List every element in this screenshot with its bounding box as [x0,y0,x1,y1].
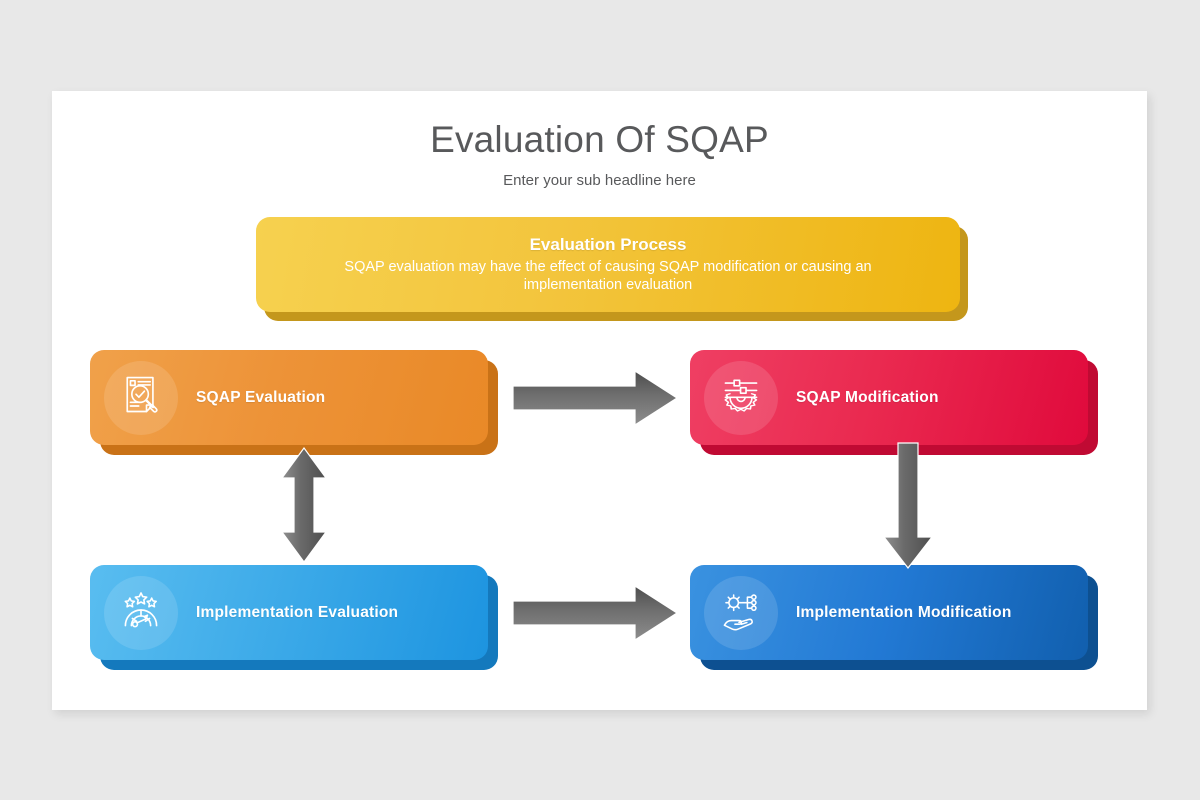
card-surface: SQAP Evaluation [90,350,488,445]
arrow-sqap-eval-impl-eval-bidirectional [274,446,334,569]
gauge-stars-icon [119,588,163,637]
card-label: Implementation Modification [796,603,1012,621]
evaluation-process-banner[interactable]: Evaluation Process SQAP evaluation may h… [256,217,968,321]
icon-circle [704,575,778,650]
card-implementation-modification[interactable]: Implementation Modification [690,565,1098,670]
sliders-gear-icon [719,373,763,422]
card-label: SQAP Modification [796,388,939,406]
banner-description: SQAP evaluation may have the effect of c… [344,259,872,293]
hand-gear-network-icon [719,588,763,637]
page-title: Evaluation Of SQAP [430,119,769,160]
card-label: SQAP Evaluation [196,388,326,406]
arrow-sqap-mod-to-impl-mod [878,441,938,576]
page-subtitle: Enter your sub headline here [503,172,696,189]
card-sqap-evaluation[interactable]: SQAP Evaluation [90,350,498,455]
icon-circle [104,360,178,435]
banner-body-box: Evaluation Process SQAP evaluation may h… [256,217,960,312]
card-surface: Implementation Evaluation [90,565,488,660]
card-sqap-modification[interactable]: SQAP Modification [690,350,1098,455]
card-surface: Implementation Modification [690,565,1088,660]
icon-circle [704,360,778,435]
slide-panel: Evaluation Of SQAP Enter your sub headli… [52,91,1147,710]
card-surface: SQAP Modification [690,350,1088,445]
icon-circle [104,575,178,650]
card-implementation-evaluation[interactable]: Implementation Evaluation [90,565,498,670]
arrow-sqap-eval-to-sqap-mod [511,367,681,434]
document-magnifier-check-icon [119,373,163,422]
arrow-impl-eval-to-impl-mod [511,582,681,649]
banner-title: Evaluation Process [529,235,687,254]
card-label: Implementation Evaluation [196,603,399,621]
